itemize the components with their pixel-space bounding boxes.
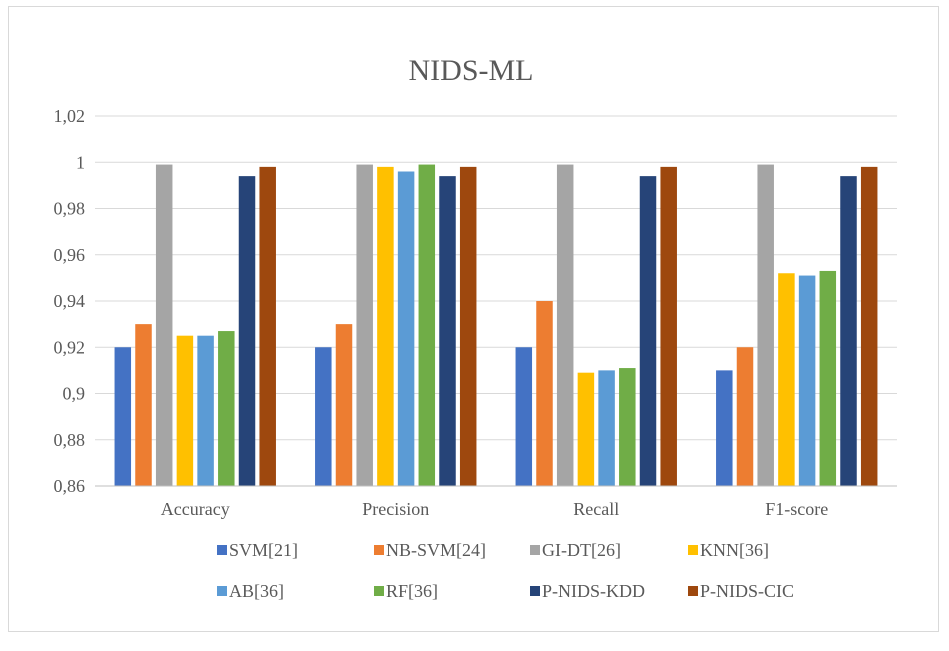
- bar: [397, 171, 415, 486]
- legend-label: P-NIDS-CIC: [700, 581, 794, 601]
- x-tick-label: Recall: [573, 499, 619, 519]
- bar: [536, 301, 553, 486]
- legend-swatch: [217, 586, 227, 596]
- bar: [335, 324, 353, 486]
- bar: [619, 368, 636, 486]
- bar: [515, 347, 533, 486]
- bar: [639, 176, 657, 486]
- y-tick-label: 0,88: [54, 430, 86, 450]
- y-tick-label: 1,02: [54, 106, 86, 126]
- bar: [556, 164, 574, 486]
- bar: [736, 347, 754, 486]
- bar: [840, 176, 857, 486]
- legend-label: P-NIDS-KDD: [542, 581, 645, 601]
- bar: [819, 270, 837, 486]
- bar: [459, 166, 477, 486]
- bar: [155, 164, 173, 486]
- bar: [176, 335, 194, 486]
- legend-label: GI-DT[26]: [542, 540, 621, 560]
- legend-label: NB-SVM[24]: [386, 540, 486, 560]
- chart-title: NIDS-ML: [409, 54, 534, 87]
- legend-swatch: [688, 545, 698, 555]
- y-axis-ticks: 0,86 0,88 0,9 0,92 0,94 0,96 0,98 1 1,02: [54, 106, 86, 496]
- legend-swatch: [530, 586, 540, 596]
- x-axis-category-labels: Accuracy Precision Recall F1-score: [161, 499, 828, 519]
- bar: [860, 166, 878, 486]
- bar: [716, 370, 733, 486]
- legend-label: KNN[36]: [700, 540, 769, 560]
- y-tick-label: 0,98: [54, 199, 86, 219]
- bar: [238, 176, 256, 486]
- y-tick-label: 0,96: [54, 245, 86, 265]
- bar: [135, 324, 152, 486]
- y-tick-label: 0,92: [54, 337, 86, 357]
- x-tick-label: Accuracy: [161, 499, 230, 519]
- x-tick-label: F1-score: [765, 499, 828, 519]
- bar: [114, 347, 132, 486]
- bar: [218, 331, 235, 486]
- legend-swatch: [374, 545, 384, 555]
- gridlines: [95, 115, 897, 441]
- bar: [197, 335, 214, 486]
- bar: [798, 275, 816, 486]
- legend-label: RF[36]: [386, 581, 438, 601]
- y-tick-label: 0,9: [63, 384, 86, 404]
- bar: [259, 166, 276, 486]
- bar: [757, 164, 774, 486]
- bar: [660, 166, 677, 486]
- y-tick-label: 0,94: [54, 291, 86, 311]
- bar: [377, 166, 394, 486]
- bar: [577, 372, 595, 486]
- bar: [598, 370, 615, 486]
- legend-swatch: [217, 545, 227, 555]
- bar: [778, 273, 795, 486]
- bars: [114, 164, 878, 486]
- legend: SVM[21] NB-SVM[24] GI-DT[26] KNN[36] AB[36] R…: [217, 540, 794, 601]
- y-tick-label: 0,86: [54, 476, 86, 496]
- legend-swatch: [530, 545, 540, 555]
- bar: [439, 176, 456, 486]
- bar: [356, 164, 373, 486]
- bar: [315, 347, 332, 486]
- bar: [418, 164, 436, 486]
- legend-label: SVM[21]: [229, 540, 298, 560]
- legend-swatch: [374, 586, 384, 596]
- x-tick-label: Precision: [362, 499, 429, 519]
- legend-label: AB[36]: [229, 581, 284, 601]
- y-tick-label: 1: [76, 152, 85, 172]
- legend-swatch: [688, 586, 698, 596]
